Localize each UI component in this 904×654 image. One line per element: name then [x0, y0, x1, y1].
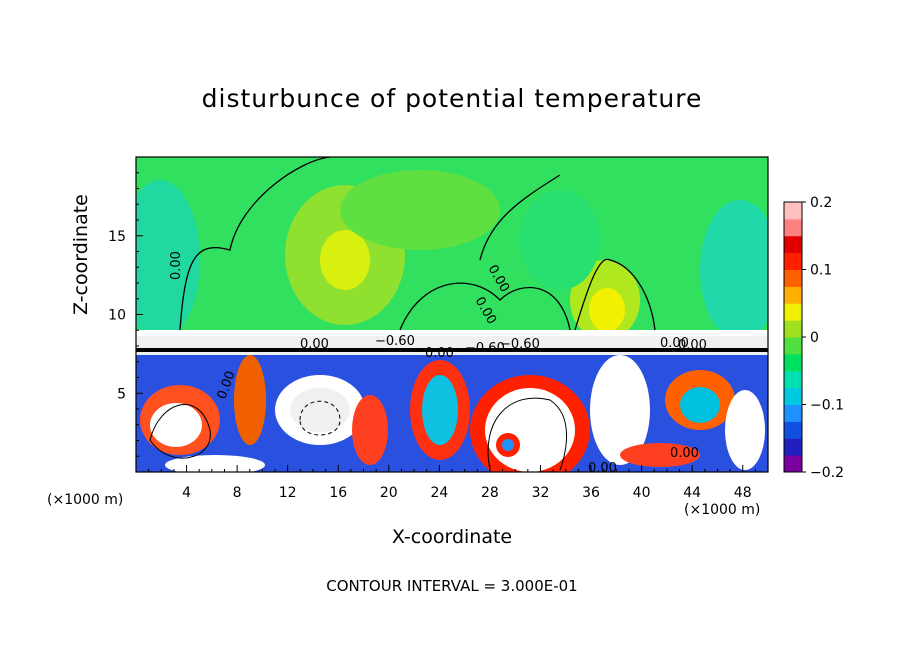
colorbar-swatch — [784, 438, 802, 456]
colorbar-swatch — [784, 202, 802, 220]
colorbar-swatch — [784, 404, 802, 422]
colorbar-swatch — [784, 320, 802, 338]
colorbar-tick-label: −0.1 — [810, 398, 844, 414]
x-axis: 4 8 12 16 20 24 28 32 36 40 44 48 — [148, 465, 756, 501]
colorbar-tick-label: 0.2 — [810, 195, 832, 211]
x-tick-label: 4 — [182, 485, 191, 501]
x-unit-label-left: (×1000 m) — [47, 492, 124, 508]
x-tick-label: 40 — [633, 485, 651, 501]
colorbar-swatch — [784, 252, 802, 270]
contour-label: 0.00 — [588, 461, 617, 476]
x-tick-label: 16 — [329, 485, 347, 501]
colorbar-swatch — [784, 455, 802, 473]
contour-label: 0.00 — [670, 446, 699, 461]
y-axis: 5 10 15 — [108, 172, 143, 457]
x-tick-label: 20 — [380, 485, 398, 501]
colorbar-swatch — [784, 421, 802, 439]
y-tick-label: 15 — [108, 229, 126, 245]
x-tick-label: 8 — [233, 485, 242, 501]
x-tick-label: 24 — [430, 485, 448, 501]
y-tick-label: 10 — [108, 308, 126, 324]
contour-label: 0.00 — [660, 336, 689, 351]
contour-label: −0.60 — [375, 334, 415, 349]
colorbar-swatch — [784, 286, 802, 304]
x-tick-label: 44 — [683, 485, 701, 501]
contour-label: 0.00 — [300, 337, 329, 352]
colorbar-swatch — [784, 218, 802, 237]
contour-interval-label: CONTOUR INTERVAL = 3.000E-01 — [326, 577, 578, 595]
colorbar-swatch — [784, 370, 802, 389]
y-tick-label: 5 — [117, 386, 126, 402]
x-tick-label: 36 — [582, 485, 600, 501]
contour-label: 0.00 — [678, 338, 707, 353]
x-unit-label-right: (×1000 m) — [684, 502, 761, 518]
colorbar-tick-label: −0.2 — [810, 465, 844, 481]
colorbar-swatch — [784, 337, 802, 355]
x-tick-label: 32 — [532, 485, 550, 501]
x-tick-label: 12 — [279, 485, 297, 501]
chart-title: disturbunce of potential temperature — [201, 84, 703, 113]
contour-label: 0.00 — [169, 251, 184, 280]
field-blobs — [136, 157, 768, 472]
x-axis-label: X-coordinate — [391, 526, 513, 548]
colorbar-swatch — [784, 353, 802, 372]
contour-label: 0.00 — [425, 346, 454, 361]
plot-area — [135, 156, 769, 473]
colorbar-swatch — [784, 269, 802, 287]
colorbar-tick-label: 0 — [810, 330, 819, 346]
x-tick-label: 48 — [734, 485, 752, 501]
colorbar-tick-label: 0.1 — [810, 263, 832, 279]
x-tick-label: 28 — [481, 485, 499, 501]
colorbar-swatch — [784, 387, 802, 405]
colorbar-swatch — [784, 303, 802, 321]
contour-label: −0.60 — [500, 337, 540, 352]
colorbar-swatch — [784, 235, 802, 254]
colorbar: 0.2 0.1 0 −0.1 −0.2 — [783, 195, 844, 481]
contour-label: −0.60 — [465, 341, 505, 356]
